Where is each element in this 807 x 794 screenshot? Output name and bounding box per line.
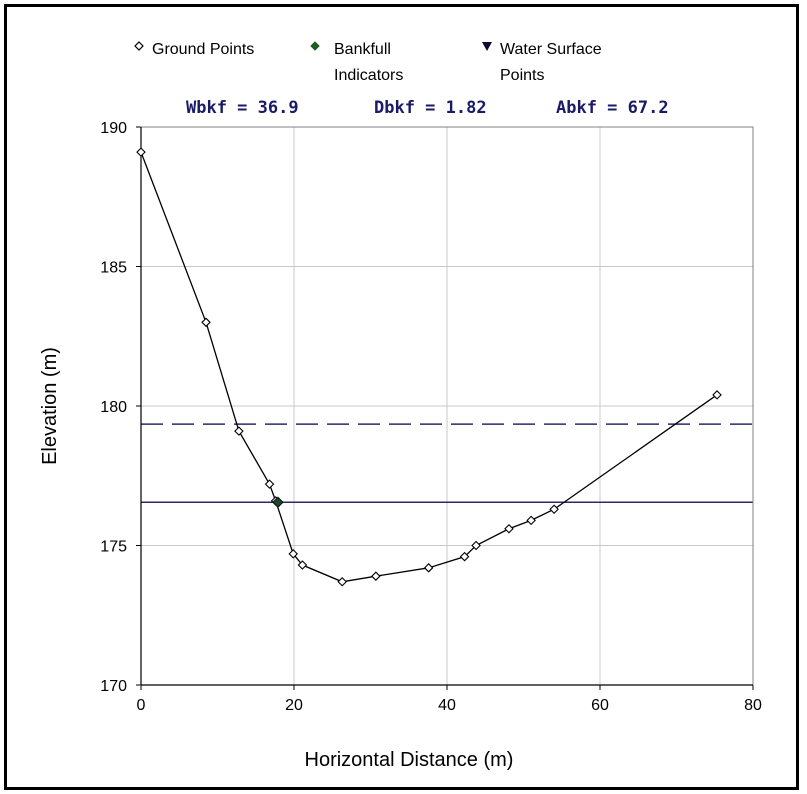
ground-point [471,540,481,551]
ground-point [504,523,514,534]
ground-point [234,426,244,436]
ground-point [136,147,146,157]
legend-filled-triangle-down-icon [482,42,492,51]
ground-point [549,504,559,515]
x-tick-label: 0 [137,697,146,714]
grid-lines [136,126,754,690]
legend-label-ground-points: Ground Points [152,41,254,58]
ground-profile-line [140,151,718,583]
x-tick-label: 20 [285,697,303,714]
ground-point [337,576,347,587]
legend-bankfull-indicators: Bankfull Indicators [310,41,403,84]
legend-ground-points: Ground Points [134,41,254,58]
ground-point [201,317,211,328]
y-axis-title: Elevation (m) [39,347,61,465]
axes [140,126,754,686]
legend-label-water-surface-line2: Points [500,67,544,84]
y-tick-label: 175 [100,539,127,556]
y-tick-label: 185 [100,260,127,277]
x-axis-title: Horizontal Distance (m) [305,749,514,771]
x-tick-labels: 0 20 40 60 80 [137,697,762,714]
ground-point [297,560,308,570]
legend-label-bankfull-line2: Indicators [334,67,403,84]
bankfull-markers [272,496,284,508]
legend-open-diamond-icon [134,41,144,51]
ground-point [526,515,536,526]
y-tick-labels: 170 175 180 185 190 [100,120,127,695]
legend-filled-diamond-icon [310,41,320,51]
ground-point [712,390,722,400]
ground-point [371,571,381,581]
x-tick-label: 40 [438,697,456,714]
ground-point [264,479,275,489]
reference-lines [141,423,753,504]
stat-wbkf: Wbkf = 36.9 [186,98,299,118]
ground-point [288,549,299,559]
y-tick-label: 170 [100,678,127,695]
ground-point [459,551,470,562]
y-tick-label: 190 [100,120,127,137]
legend: Ground Points Bankfull Indicators Water … [134,41,602,84]
ground-point [423,563,434,573]
chart-frame [4,4,799,790]
ground-profile [136,147,722,587]
stat-abkf: Abkf = 67.2 [556,98,669,118]
legend-label-water-surface-line1: Water Surface [500,41,602,58]
stat-dbkf: Dbkf = 1.82 [374,98,487,118]
x-tick-label: 80 [744,697,762,714]
legend-label-bankfull-line1: Bankfull [334,41,391,58]
x-tick-label: 60 [591,697,609,714]
y-tick-label: 180 [100,399,127,416]
bankfull-stats: Wbkf = 36.9 Dbkf = 1.82 Abkf = 67.2 [186,98,669,118]
bankfull-indicator-point [272,496,284,508]
legend-water-surface-points: Water Surface Points [482,41,602,84]
